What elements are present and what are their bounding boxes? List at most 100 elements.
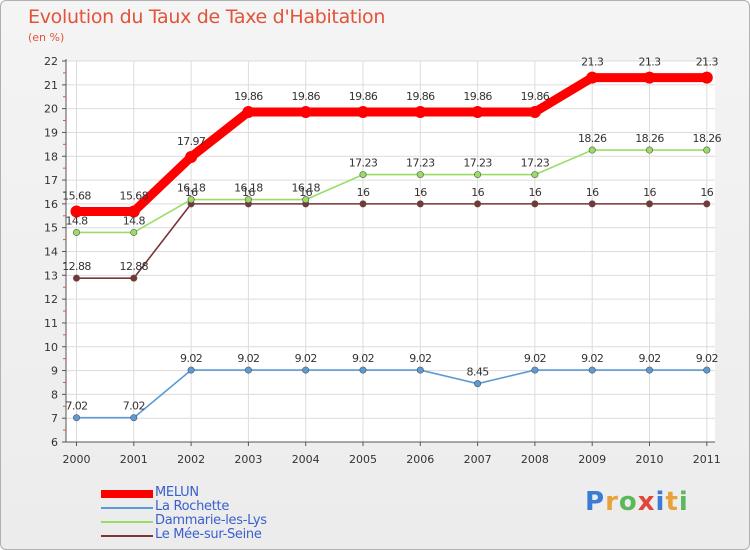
data-label: 16 [299,186,312,199]
y-tick-label: 8 [51,388,58,401]
x-tick-label: 2006 [406,453,434,466]
data-point [130,274,138,282]
data-label: 16 [242,186,255,199]
data-label: 17.97 [177,135,206,148]
data-point [244,366,252,374]
x-tick-label: 2001 [120,453,148,466]
data-point [73,274,81,282]
data-label: 16 [185,186,198,199]
proxiti-logo: Proxiti [585,487,689,517]
data-label: 8.45 [467,366,490,379]
data-point [414,105,427,118]
x-tick-label: 2004 [292,453,320,466]
data-point [299,105,312,118]
data-point [357,105,369,118]
data-point [474,171,482,179]
series-line-melun [72,73,712,216]
data-label: 9.02 [696,352,718,365]
data-point [531,200,539,208]
data-label: 16 [471,186,484,199]
y-tick-label: 12 [44,293,58,306]
data-label: 9.02 [409,352,431,365]
logo-letter: r [605,487,619,517]
chart-title: Evolution du Taux de Taxe d'Habitation [28,6,386,28]
data-label: 7.02 [65,400,87,413]
data-label: 15.68 [62,189,91,202]
x-tick-label: 2008 [521,453,549,466]
x-tick-label: 2010 [636,453,664,466]
y-tick-label: 16 [44,198,58,211]
legend-label: Dammarie-les-Lys [155,513,267,528]
y-tick-label: 19 [44,126,58,139]
data-point [187,196,195,204]
data-point [528,105,541,118]
y-tick-label: 15 [44,222,58,235]
data-point [302,196,310,204]
data-point [588,146,596,154]
data-label: 21.3 [581,56,604,69]
data-label: 18.26 [578,132,607,145]
data-label: 9.02 [180,352,202,365]
data-point [302,366,310,374]
logo-letter: i [655,487,666,517]
y-tick-label: 17 [44,174,58,187]
data-label: 16 [700,186,713,199]
y-tick-label: 7 [51,412,58,425]
data-point [185,150,198,163]
data-label: 9.02 [581,352,603,365]
x-tick-label: 2007 [464,453,492,466]
data-label: 17.23 [406,157,435,170]
data-point [471,105,484,118]
logo-letter: P [585,487,606,517]
legend-swatch [101,507,153,509]
data-point [244,196,252,204]
data-point [703,146,711,154]
logo-letter: o [618,487,638,517]
data-label: 18.26 [635,132,664,145]
y-tick-label: 10 [44,341,58,354]
data-point [130,228,138,236]
data-label: 16 [414,186,427,199]
data-point [703,200,711,208]
data-label: 16 [528,186,541,199]
data-label: 17.23 [463,157,492,170]
data-point [187,366,195,374]
data-point [531,366,539,374]
legend-label: La Rochette [155,499,230,514]
data-label: 15.68 [120,189,149,202]
data-point [586,71,599,84]
data-label: 19.86 [406,90,435,103]
data-point [416,171,424,179]
data-point [645,200,653,208]
data-label: 14.8 [65,214,88,227]
data-label: 16 [357,186,370,199]
legend-item-melun: MELUN [101,485,361,501]
data-point [474,380,482,388]
data-point [242,105,255,118]
data-label: 9.02 [524,352,546,365]
y-tick-label: 9 [51,365,58,378]
y-tick-label: 11 [44,317,58,330]
data-label: 17.23 [521,157,550,170]
series-line-le-m-e-sur-seine [75,203,708,279]
data-point [645,366,653,374]
data-point [703,366,711,374]
series-line-dammarie-les-lys [75,149,708,234]
series-line-la-rochette [75,369,708,419]
y-tick-label: 14 [44,246,58,259]
data-label: 9.02 [352,352,374,365]
y-axis-unit: (en %) [28,31,65,44]
y-tick-label: 21 [44,79,58,92]
data-label: 18.26 [693,132,722,145]
data-label: 9.02 [638,352,660,365]
data-label: 17.23 [349,157,378,170]
data-label: 16 [586,186,599,199]
data-point [416,366,424,374]
data-point [73,414,81,422]
logo-letter: t [665,487,679,517]
data-point [474,200,482,208]
y-tick-label: 13 [44,269,58,282]
data-point [588,366,596,374]
